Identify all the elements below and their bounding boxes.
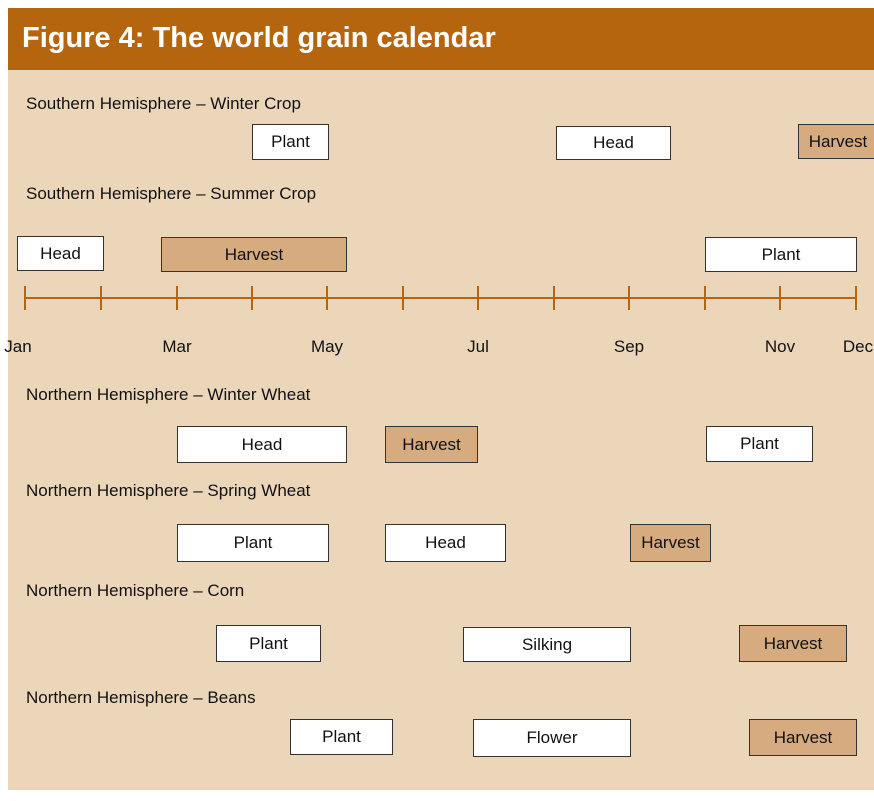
box: Plant xyxy=(706,426,813,462)
row-label: Northern Hemisphere – Winter Wheat xyxy=(26,385,311,404)
box: Harvest xyxy=(630,524,711,562)
box: Plant xyxy=(705,237,857,272)
row-label: Northern Hemisphere – Spring Wheat xyxy=(26,481,311,500)
box: Silking xyxy=(463,627,631,662)
month-label: Sep xyxy=(613,337,645,356)
title-bar: Figure 4: The world grain calendar xyxy=(8,8,874,70)
box: Harvest xyxy=(161,237,347,272)
box: Harvest xyxy=(739,625,847,662)
row-label: Northern Hemisphere – Beans xyxy=(26,688,256,707)
box: Flower xyxy=(473,719,631,757)
month-label: Mar xyxy=(162,337,192,356)
row-label: Southern Hemisphere – Summer Crop xyxy=(26,184,317,203)
month-label: Nov xyxy=(764,337,796,356)
box: Harvest xyxy=(385,426,478,463)
box: Plant xyxy=(290,719,393,755)
box: Head xyxy=(177,426,347,463)
box: Head xyxy=(17,236,104,271)
month-label: Jan xyxy=(4,337,32,356)
row-label: Northern Hemisphere – Corn xyxy=(26,581,245,600)
box: Head xyxy=(385,524,506,562)
month-label: May xyxy=(310,337,344,356)
box: Harvest xyxy=(798,124,874,159)
box: Plant xyxy=(252,124,329,160)
box: Head xyxy=(556,126,671,160)
row-label: Southern Hemisphere – Winter Crop xyxy=(26,94,301,113)
month-label: Jul xyxy=(467,337,489,356)
box: Plant xyxy=(177,524,329,562)
box: Harvest xyxy=(749,719,857,756)
timeline-ticks xyxy=(24,286,857,310)
month-label: Dec xyxy=(842,337,874,356)
title: Figure 4: The world grain calendar xyxy=(22,22,496,54)
box: Plant xyxy=(216,625,321,662)
